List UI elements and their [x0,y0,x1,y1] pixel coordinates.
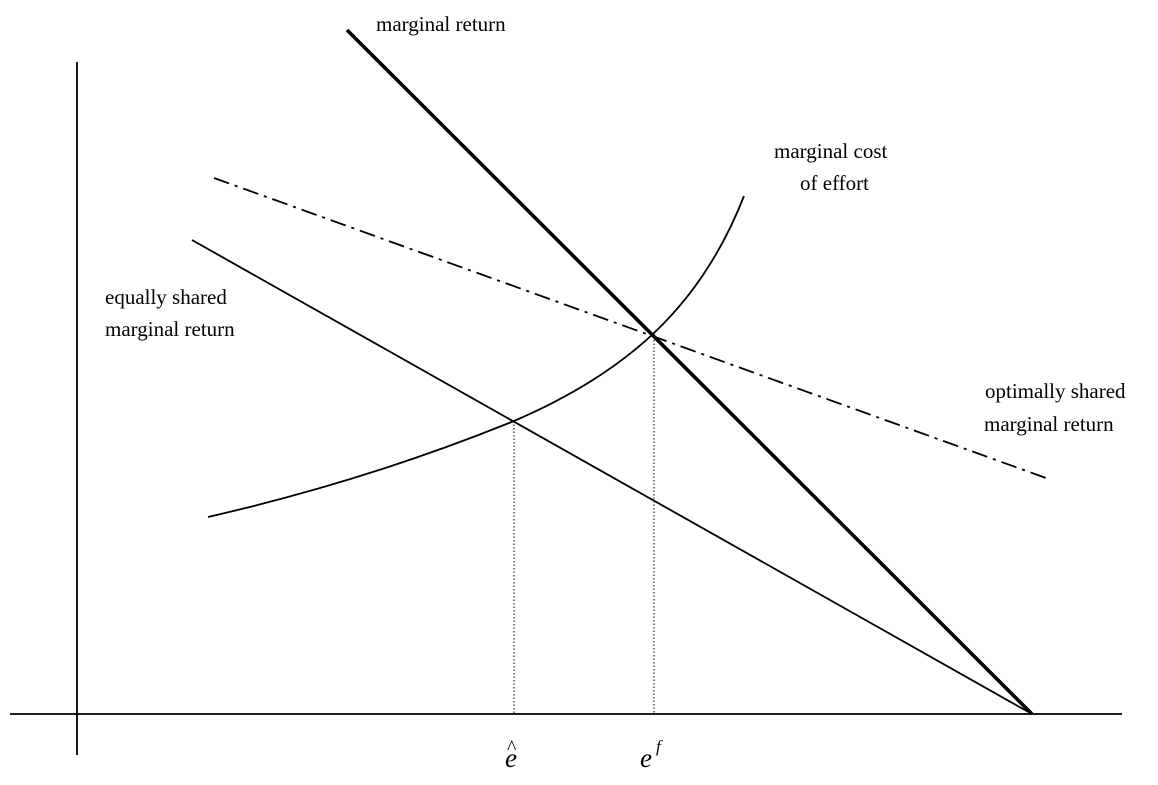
optimally-shared-marginal-return-line [213,177,1047,479]
equally-shared-marginal-return-line [191,239,1033,715]
e-hat-mark: e ^ [505,737,517,773]
marginal-cost-curve [207,195,745,518]
equally-shared-label-line2: marginal return [105,317,235,341]
e-f-base: e [640,743,652,773]
marginal-cost-label-line2: of effort [800,171,869,195]
e-hat-accent: ^ [507,737,517,759]
e-hat-base: e [505,743,517,773]
marginal-return-label: marginal return [376,12,506,36]
optimally-shared-label-line1: optimally shared [985,379,1126,403]
marginal-return-line [345,28,1034,716]
marginal-cost-label-line1: marginal cost [774,139,888,163]
e-f-mark: e f [640,737,663,773]
optimally-shared-label-line2: marginal return [984,412,1114,436]
equally-shared-label-line1: equally shared [105,285,227,309]
e-f-superscript: f [656,737,663,756]
